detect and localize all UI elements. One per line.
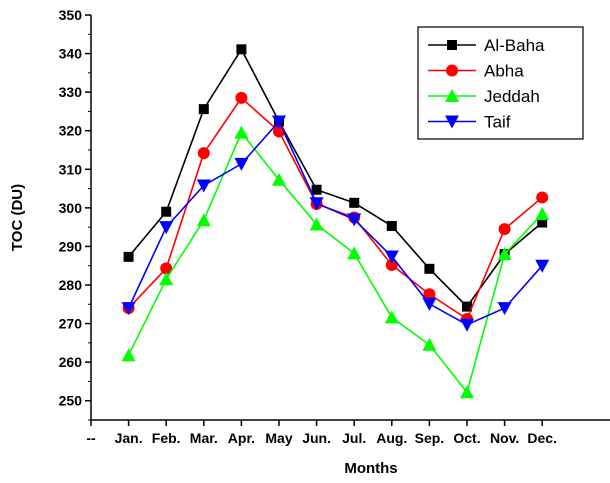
x-axis-title: Months — [344, 460, 397, 477]
legend-label-taif: Taif — [484, 113, 511, 132]
y-axis-title: TOC (DU) — [9, 184, 26, 251]
x-tick-label: Sep. — [415, 430, 445, 446]
data-point-al-baha — [537, 217, 548, 228]
data-point-jeddah — [234, 125, 249, 139]
data-point-al-baha — [424, 263, 435, 274]
x-tick-label: -- — [86, 430, 96, 446]
y-tick-label: 330 — [59, 84, 83, 100]
x-tick-label: Nov. — [490, 430, 519, 446]
data-point-jeddah — [384, 310, 399, 324]
data-point-al-baha — [123, 251, 134, 262]
y-tick-label: 320 — [59, 123, 83, 139]
x-tick-label: Oct. — [453, 430, 480, 446]
data-point-al-baha — [236, 44, 247, 55]
x-tick-label: Jul. — [342, 430, 366, 446]
x-tick-label: Dec. — [527, 430, 557, 446]
y-tick-label: 290 — [59, 238, 83, 254]
data-point-taif — [196, 179, 211, 193]
ticks: 250 260 270 280 290 300 310 320 330 340 350 -- Jan. F… — [59, 7, 557, 446]
data-point-abha — [385, 258, 398, 271]
data-point-abha — [423, 288, 436, 301]
y-tick-label: 300 — [59, 200, 83, 216]
legend-label-jeddah: Jeddah — [484, 87, 540, 106]
y-tick-label: 250 — [59, 393, 83, 409]
legend-marker-taif — [445, 115, 459, 129]
y-tick-label: 260 — [59, 354, 83, 370]
data-point-jeddah — [422, 337, 437, 351]
x-tick-label: Jun. — [302, 430, 331, 446]
x-tick-label: Apr. — [228, 430, 255, 446]
data-point-taif — [121, 302, 136, 316]
legend-label-abha: Abha — [484, 62, 524, 81]
legend-marker-abha — [446, 64, 458, 77]
data-point-al-baha — [198, 104, 209, 115]
axes — [90, 15, 610, 421]
data-point-taif — [535, 259, 550, 273]
data-point-al-baha — [462, 301, 472, 312]
data-point-abha — [197, 147, 210, 160]
data-point-jeddah — [121, 348, 136, 362]
data-point-jeddah — [535, 207, 550, 221]
data-point-jeddah — [347, 246, 362, 260]
legend: Al-Baha Abha Jeddah Taif — [417, 26, 584, 140]
data-point-taif — [309, 197, 324, 211]
series-layer — [121, 44, 550, 399]
data-point-jeddah — [497, 247, 512, 261]
legend-marker-jeddah — [445, 89, 459, 102]
data-point-abha — [235, 91, 248, 104]
series-line-taif — [127, 120, 543, 326]
y-tick-label: 350 — [59, 7, 83, 23]
data-point-al-baha — [161, 206, 172, 217]
y-tick-label: 340 — [59, 46, 83, 62]
data-point-al-baha — [311, 184, 322, 195]
data-point-taif — [422, 297, 437, 311]
x-tick-label: Feb. — [152, 430, 181, 446]
data-point-jeddah — [460, 385, 474, 399]
x-tick-label: Jan. — [115, 430, 143, 446]
x-tick-label: Mar. — [190, 430, 218, 446]
data-point-taif — [159, 221, 174, 235]
y-tick-label: 280 — [59, 277, 83, 293]
data-point-al-baha — [386, 220, 397, 231]
data-point-jeddah — [159, 272, 174, 286]
series-line-jeddah — [127, 131, 543, 394]
data-point-abha — [160, 262, 173, 275]
data-point-taif — [460, 318, 474, 332]
data-point-jeddah — [272, 172, 286, 186]
data-point-al-baha — [349, 197, 360, 208]
x-tick-label: May — [265, 430, 292, 446]
data-point-abha — [498, 223, 511, 236]
series-line-al-baha — [127, 47, 543, 308]
y-tick-label: 310 — [59, 161, 83, 177]
data-point-taif — [272, 115, 286, 129]
data-point-taif — [384, 250, 399, 264]
data-point-abha — [536, 191, 549, 204]
legend-label-al-baha: Al-Baha — [484, 36, 545, 55]
legend-marker-al-baha — [447, 40, 457, 50]
data-point-taif — [497, 302, 512, 316]
series-jeddah — [121, 125, 550, 399]
data-point-jeddah — [196, 213, 211, 227]
x-tick-label: Aug. — [376, 430, 407, 446]
data-point-jeddah — [309, 217, 324, 231]
y-tick-label: 270 — [59, 316, 83, 332]
series-taif — [121, 115, 550, 332]
data-point-taif — [347, 213, 362, 227]
data-point-taif — [234, 157, 249, 171]
